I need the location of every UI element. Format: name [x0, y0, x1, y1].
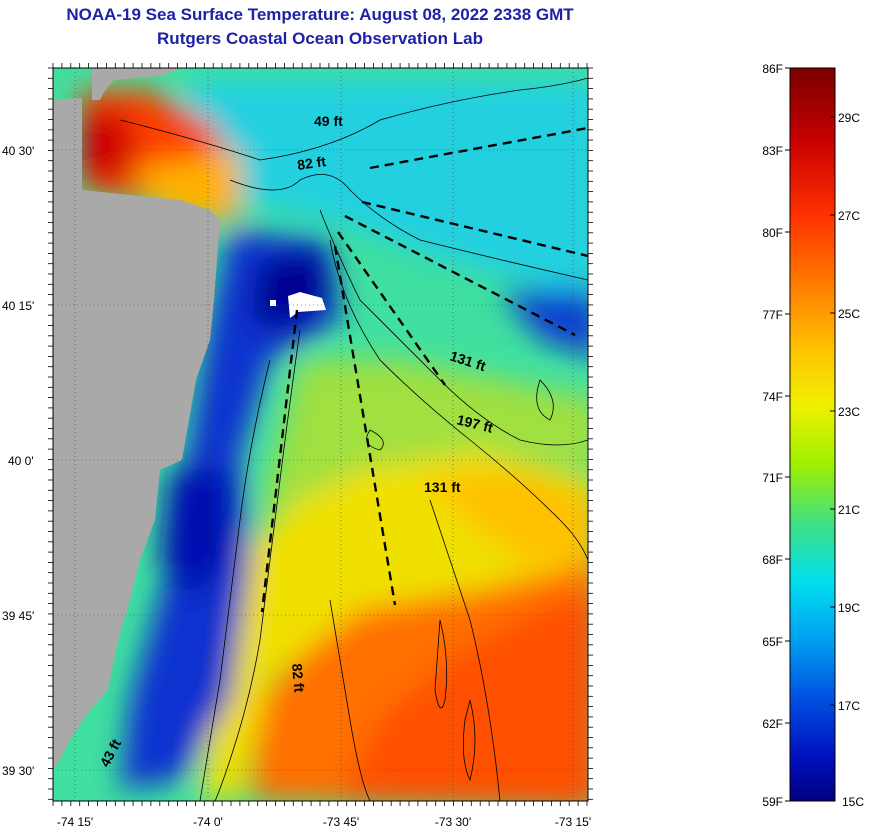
lat-label-40-30: 40 30' — [2, 144, 34, 158]
cb-c-15: 15C — [842, 795, 864, 809]
title-line-2: Rutgers Coastal Ocean Observation Lab — [157, 29, 483, 48]
colorbar-ticks — [785, 67, 835, 802]
cb-c-25: 25C — [838, 307, 860, 321]
cb-f-71: 71F — [762, 471, 783, 485]
sst-field: 49 ft 82 ft 131 ft 197 ft 131 ft 82 ft 4… — [53, 68, 588, 801]
cb-f-80: 80F — [762, 226, 783, 240]
lon-label-74-0: -74 0' — [193, 815, 223, 829]
colorbar — [789, 67, 836, 802]
cb-f-68: 68F — [762, 553, 783, 567]
cb-c-21: 21C — [838, 503, 860, 517]
cb-f-62: 62F — [762, 717, 783, 731]
lat-label-39-30: 39 30' — [2, 764, 34, 778]
lon-label-73-45: -73 45' — [323, 815, 359, 829]
cb-c-27: 27C — [838, 209, 860, 223]
depth-label-82-north: 82 ft — [296, 153, 327, 173]
lat-label-40-0: 40 0' — [8, 454, 34, 468]
cb-c-19: 19C — [838, 601, 860, 615]
cb-c-29: 29C — [838, 111, 860, 125]
lon-label-73-15: -73 15' — [555, 815, 591, 829]
cb-f-77: 77F — [762, 308, 783, 322]
cb-f-83: 83F — [762, 144, 783, 158]
cb-c-17: 17C — [838, 699, 860, 713]
lon-label-73-30: -73 30' — [435, 815, 471, 829]
cb-f-59: 59F — [762, 795, 783, 809]
cb-f-74: 74F — [762, 390, 783, 404]
axis-ticks — [48, 63, 593, 806]
lon-label-74-15: -74 15' — [57, 815, 93, 829]
title-line-1: NOAA-19 Sea Surface Temperature: August … — [66, 5, 574, 24]
depth-label-82-south: 82 ft — [289, 663, 307, 693]
cb-c-23: 23C — [838, 405, 860, 419]
depth-label-131-south: 131 ft — [424, 479, 461, 495]
lat-label-40-15: 40 15' — [2, 299, 34, 313]
cb-f-86: 86F — [762, 62, 783, 76]
lat-label-39-45: 39 45' — [2, 609, 34, 623]
depth-label-49: 49 ft — [314, 113, 343, 129]
cb-f-65: 65F — [762, 635, 783, 649]
map-frame — [52, 67, 589, 802]
